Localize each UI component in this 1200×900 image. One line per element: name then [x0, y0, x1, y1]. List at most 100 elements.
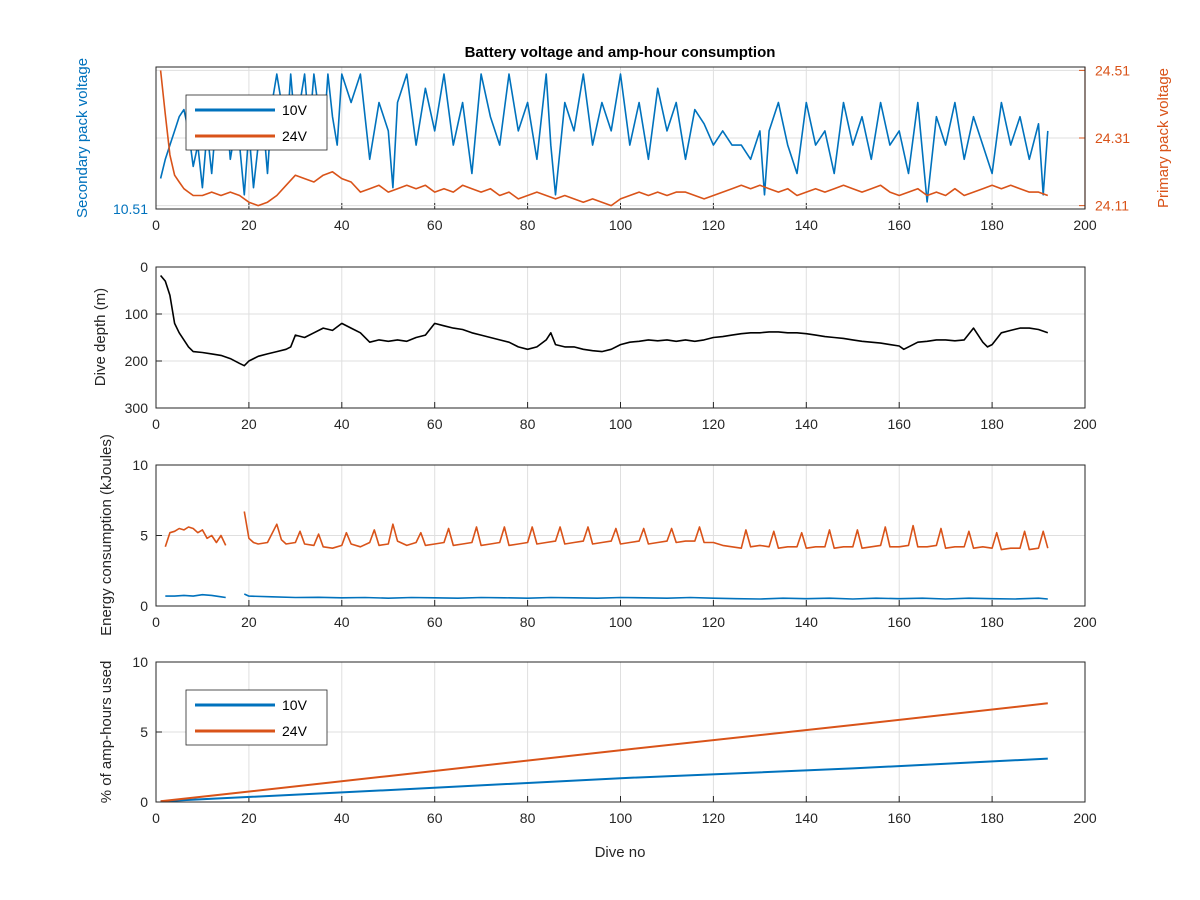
- x-tick-label: 80: [520, 217, 536, 233]
- series-group: [160, 702, 1048, 802]
- x-tick-label: 80: [520, 416, 536, 432]
- panel-amphours: 0 20 40 60 80 100 120 140 160 180 200 0 5 10 % of am…: [98, 654, 1097, 861]
- grid-lines: [155, 266, 1086, 409]
- x-tick-label: 180: [980, 614, 1004, 630]
- y-tick-label: 0: [140, 598, 148, 614]
- x-tick-label: 60: [427, 217, 443, 233]
- x-tick-labels: 0 20 40 60 80 100 120 140 160 180 200: [152, 810, 1097, 826]
- x-tick-label: 20: [241, 614, 257, 630]
- x-tick-label: 0: [152, 810, 160, 826]
- y-tick-label-left: 10.51: [113, 201, 148, 217]
- series-line-24v: [159, 70, 1049, 207]
- x-tick-label: 0: [152, 614, 160, 630]
- y-tick-label: 5: [140, 724, 148, 740]
- x-tick-label: 100: [609, 217, 633, 233]
- y-tick-label: 300: [125, 400, 149, 416]
- x-tick-label: 200: [1073, 614, 1097, 630]
- y-tick-label: 0: [140, 794, 148, 810]
- legend: 10V 24V: [185, 94, 328, 151]
- axes-box: [155, 266, 1086, 409]
- y-axis-label: % of amp-hours used: [98, 661, 115, 804]
- y-tick-labels-left: 10.51: [113, 201, 148, 217]
- x-tick-label: 140: [795, 416, 819, 432]
- series-group: [164, 511, 1049, 600]
- x-tick-label: 160: [888, 416, 912, 432]
- y-tick-label-right: 24.31: [1095, 130, 1130, 146]
- legend: 10V 24V: [185, 689, 328, 746]
- x-tick-label: 0: [152, 416, 160, 432]
- x-tick-label: 160: [888, 810, 912, 826]
- series-line-depth: [159, 274, 1049, 367]
- x-tick-label: 100: [609, 810, 633, 826]
- y-tick-label-right: 24.51: [1095, 62, 1130, 78]
- y-tick-label: 100: [125, 306, 149, 322]
- legend-box: [185, 689, 328, 746]
- axes-box: [155, 66, 1086, 210]
- axes-box: [155, 464, 1086, 607]
- x-tick-label: 40: [334, 810, 350, 826]
- legend-label-24v: 24V: [282, 128, 308, 144]
- y-tick-label: 10: [132, 654, 148, 670]
- x-tick-label: 80: [520, 614, 536, 630]
- axes-box: [155, 661, 1086, 803]
- x-tick-label: 120: [702, 416, 726, 432]
- x-tick-label: 200: [1073, 217, 1097, 233]
- y-tick-labels-right: 24.11 24.31 24.51: [1095, 62, 1130, 213]
- x-tick-label: 160: [888, 614, 912, 630]
- x-tick-label: 120: [702, 217, 726, 233]
- x-tick-label: 60: [427, 416, 443, 432]
- x-tick-label: 160: [888, 217, 912, 233]
- legend-label-10v: 10V: [282, 102, 308, 118]
- x-tick-label: 120: [702, 614, 726, 630]
- series-line-10v: [160, 757, 1048, 802]
- x-tick-labels: 0 20 40 60 80 100 120 140 160 180 200: [152, 614, 1097, 630]
- x-tick-label: 60: [427, 810, 443, 826]
- x-tick-label: 140: [795, 810, 819, 826]
- series-group: [159, 70, 1049, 207]
- x-tick-label: 40: [334, 416, 350, 432]
- series-line-24v: [164, 511, 1049, 551]
- y-tick-labels: 0 5 10: [132, 654, 148, 810]
- x-tick-label: 120: [702, 810, 726, 826]
- y-axis-label-right: Primary pack voltage: [1155, 68, 1172, 208]
- series-line-10v: [159, 73, 1049, 203]
- x-tick-label: 180: [980, 217, 1004, 233]
- y-tick-label: 200: [125, 353, 149, 369]
- x-tick-label: 180: [980, 810, 1004, 826]
- x-tick-label: 80: [520, 810, 536, 826]
- x-tick-label: 0: [152, 217, 160, 233]
- legend-label-24v: 24V: [282, 723, 308, 739]
- x-tick-labels: 0 20 40 60 80 100 120 140 160 180 200: [152, 217, 1097, 233]
- x-tick-label: 20: [241, 217, 257, 233]
- chart-title: Battery voltage and amp-hour consumption: [465, 44, 776, 61]
- x-tick-label: 140: [795, 217, 819, 233]
- series-group: [159, 274, 1049, 367]
- y-tick-label-right: 24.11: [1095, 198, 1129, 214]
- y-tick-label: 5: [140, 528, 148, 544]
- y-axis-label-left: Secondary pack voltage: [74, 58, 91, 218]
- x-tick-label: 200: [1073, 810, 1097, 826]
- x-tick-label: 20: [241, 810, 257, 826]
- x-tick-label: 200: [1073, 416, 1097, 432]
- panel-voltage: Battery voltage and amp-hour consumption…: [74, 44, 1172, 233]
- y-axis-label: Energy consumption (kJoules): [98, 434, 115, 636]
- x-tick-label: 60: [427, 614, 443, 630]
- x-tick-label: 100: [609, 416, 633, 432]
- panel-depth: 0 20 40 60 80 100 120 140 160 180 200 0 100 200 300 D…: [92, 259, 1097, 432]
- series-line-24v: [160, 702, 1048, 802]
- panel-energy: 0 20 40 60 80 100 120 140 160 180 200 0 5 10 Energy …: [98, 434, 1097, 636]
- x-tick-label: 40: [334, 614, 350, 630]
- y-axis-label: Dive depth (m): [92, 288, 109, 386]
- y-tick-labels: 0 100 200 300: [125, 259, 149, 416]
- legend-label-10v: 10V: [282, 697, 308, 713]
- x-tick-labels: 0 20 40 60 80 100 120 140 160 180 200: [152, 416, 1097, 432]
- y-tick-label: 10: [132, 457, 148, 473]
- series-line-10v: [165, 593, 1048, 600]
- y-tick-label: 0: [140, 259, 148, 275]
- grid-lines: [155, 464, 1086, 607]
- x-tick-label: 180: [980, 416, 1004, 432]
- x-tick-label: 20: [241, 416, 257, 432]
- legend-box: [185, 94, 328, 151]
- x-axis-label: Dive no: [595, 844, 646, 861]
